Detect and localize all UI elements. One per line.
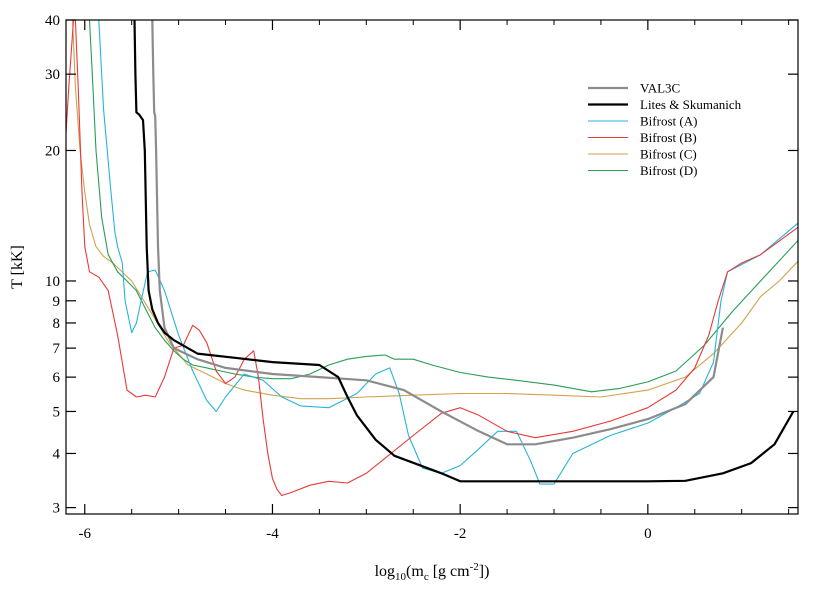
legend-label: Lites & Skumanich: [640, 97, 742, 112]
legend-label: VAL3C: [640, 81, 680, 96]
y-tick-label: 5: [53, 404, 61, 420]
series-line-3: [66, 20, 798, 497]
x-tick-label: -4: [266, 526, 279, 542]
y-tick-label: 4: [53, 446, 61, 462]
series-line-4: [72, 20, 798, 400]
x-axis-label: log10(mc [g cm-2]): [375, 561, 490, 583]
y-tick-label: 40: [45, 13, 60, 29]
y-axis-label: T [kK]: [9, 245, 26, 289]
series-line-2: [98, 20, 798, 485]
x-ticks: -6 -4 -2 0: [79, 20, 790, 542]
plot-frame: [65, 19, 799, 515]
series-line-5: [88, 20, 798, 393]
y-tick-label: 20: [45, 143, 60, 159]
series-line-1: [133, 20, 795, 483]
y-tick-label: 9: [53, 294, 61, 310]
y-tick-label: 10: [45, 274, 60, 290]
axes-layer: [65, 19, 799, 515]
legend-label: Bifrost (C): [640, 147, 697, 162]
y-tick-label: 7: [53, 341, 61, 357]
y-tick-label: 30: [45, 67, 60, 83]
series-layer: [66, 20, 798, 497]
y-tick-label: 8: [53, 316, 61, 332]
legend-label: Bifrost (B): [640, 130, 697, 145]
x-tick-label: -2: [454, 526, 467, 542]
y-tick-label: 6: [53, 370, 61, 386]
x-tick-label: -6: [79, 526, 92, 542]
y-tick-label: 3: [53, 501, 61, 517]
legend-label: Bifrost (A): [640, 114, 697, 129]
x-tick-label: 0: [644, 526, 652, 542]
legend-label: Bifrost (D): [640, 163, 697, 178]
y-ticks: 3 4 5 6 7 8 9 10 20 30 40: [45, 13, 798, 517]
series-line-0: [151, 20, 724, 446]
